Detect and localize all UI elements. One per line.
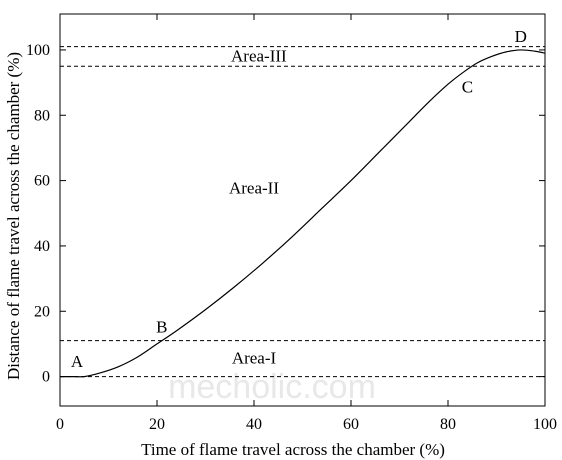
reference-lines (60, 46, 545, 378)
x-tick-label-0: 0 (56, 416, 64, 433)
y-tick-label-40: 40 (34, 238, 50, 255)
annotation-a: A (71, 352, 84, 371)
x-axis-label: Time of flame travel across the chamber … (141, 440, 445, 459)
annotation-b: B (156, 318, 167, 337)
y-tick-label-100: 100 (26, 42, 50, 59)
y-axis-label: Distance of flame travel across the cham… (4, 52, 23, 380)
x-tick-label-60: 60 (343, 416, 359, 433)
x-tick-label-80: 80 (440, 416, 456, 433)
y-tick-label-60: 60 (34, 173, 50, 190)
annotation-area-ii: Area-II (229, 179, 279, 198)
x-tick-label-40: 40 (246, 416, 262, 433)
annotation-area-iii: Area-III (231, 46, 287, 65)
y-tick-label-80: 80 (34, 107, 50, 124)
annotation-area-i: Area-I (232, 349, 277, 368)
y-tick-label-0: 0 (42, 369, 50, 386)
annotation-d: D (515, 27, 527, 46)
watermark: mecholic.com (168, 368, 376, 406)
x-tick-label-100: 100 (533, 416, 557, 433)
plot-frame (59, 13, 546, 407)
axis-ticks: 0 20 40 60 80 100 0 20 40 60 80 100 (26, 14, 557, 433)
y-tick-label-20: 20 (34, 303, 50, 320)
x-tick-label-20: 20 (149, 416, 165, 433)
annotation-c: C (462, 77, 473, 96)
annotations: A B C D Area-I Area-II Area-III (71, 27, 527, 371)
series-line-group (60, 49, 546, 378)
series-line-0 (60, 49, 546, 378)
